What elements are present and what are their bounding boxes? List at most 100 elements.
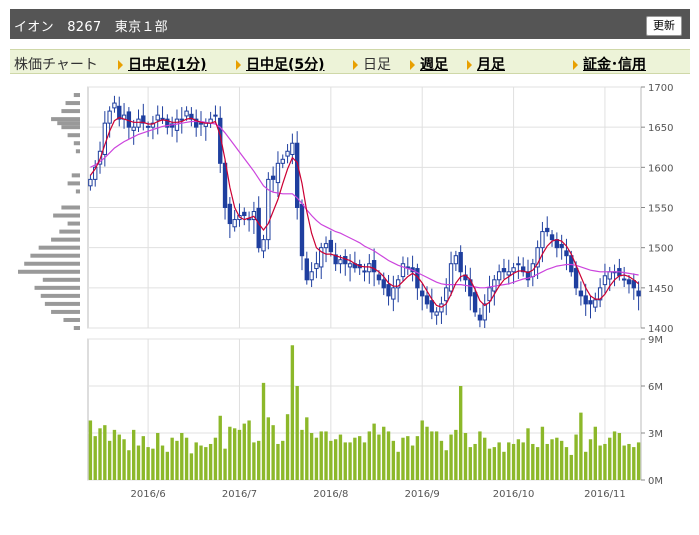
- candle-body: [362, 270, 367, 273]
- volume-profile-bar: [51, 237, 80, 242]
- volume-bar: [156, 433, 160, 480]
- candle-body: [511, 267, 516, 273]
- page-title: イオン 8267 東京１部: [14, 20, 168, 35]
- volume-bar: [88, 420, 93, 480]
- volume-bar: [627, 443, 631, 480]
- candle-body: [540, 231, 545, 249]
- volume-profile-bar: [67, 133, 80, 138]
- date-tick-label: 2016/8: [313, 489, 348, 500]
- volume-bar: [184, 437, 189, 480]
- menu-margin[interactable]: 証金･信用: [573, 54, 646, 74]
- volume-bar: [208, 443, 213, 480]
- volume-bar: [261, 382, 266, 480]
- volume-bar: [396, 451, 400, 480]
- menu-intraday-5min[interactable]: 日中足(5分): [236, 54, 325, 74]
- candle-body: [275, 162, 281, 184]
- volume-bar: [228, 426, 232, 480]
- volume-profile-bar: [67, 181, 80, 186]
- volume-bar: [574, 434, 578, 480]
- candle-body: [251, 211, 257, 221]
- volume-profile-bar: [73, 93, 80, 98]
- volume-bar: [285, 414, 290, 480]
- volume-bar: [473, 443, 477, 480]
- candle-body: [516, 263, 521, 266]
- price-tick-label: 1700: [648, 83, 673, 94]
- volume-bar: [141, 436, 145, 480]
- candle-body: [285, 150, 290, 157]
- candle-body: [338, 259, 343, 265]
- candle-body: [314, 263, 319, 270]
- candle-body: [165, 118, 170, 128]
- volume-bar: [406, 436, 410, 480]
- volume-profile-bar: [51, 309, 80, 314]
- volume-bar: [319, 431, 323, 480]
- volume-bar: [608, 437, 612, 480]
- volume-profile-bar: [65, 101, 80, 106]
- price-tick-label: 1400: [648, 324, 673, 335]
- candle-body: [376, 274, 382, 281]
- volume-bar: [507, 442, 511, 480]
- candle-body: [155, 114, 160, 121]
- volume-axis: 0M 3M 6M 9M: [641, 335, 663, 487]
- volume-bar: [535, 447, 540, 480]
- candle-body: [573, 268, 579, 289]
- candle-body: [232, 219, 237, 228]
- candle-body: [458, 251, 463, 273]
- volume-bar: [257, 440, 261, 480]
- candle-body: [597, 287, 603, 301]
- volume-profile-bar: [24, 261, 80, 266]
- menu-intraday-1min[interactable]: 日中足(1分): [118, 54, 207, 74]
- volume-bar: [329, 440, 333, 480]
- menu-weekly[interactable]: 週足: [410, 54, 448, 74]
- volume-bar: [478, 431, 482, 480]
- volume-profile-bar: [63, 317, 80, 322]
- candle-body: [347, 263, 353, 268]
- volume-profile-bar: [59, 229, 80, 234]
- volume-bar: [603, 443, 607, 480]
- volume-profile-bar: [61, 109, 80, 114]
- candle-body: [448, 263, 454, 292]
- volume-profile-bar: [44, 301, 80, 306]
- candle-body: [424, 295, 430, 305]
- candle-body: [280, 158, 285, 164]
- volume-bar: [584, 451, 588, 480]
- title-bar: イオン 8267 東京１部 更新: [10, 9, 690, 39]
- date-tick-label: 2016/7: [222, 489, 257, 500]
- volume-bar: [458, 386, 463, 480]
- volume-bar: [170, 437, 174, 480]
- candle-body: [472, 292, 478, 313]
- volume-bar: [483, 437, 487, 480]
- volume-bar: [612, 431, 617, 480]
- orange-arrow-icon: [236, 60, 241, 70]
- volume-bar: [550, 439, 554, 480]
- candle-body: [242, 211, 247, 217]
- volume-bar: [194, 442, 198, 480]
- candle-body: [141, 115, 146, 124]
- price-tick-label: 1650: [648, 123, 673, 134]
- candle-body: [593, 299, 598, 308]
- orange-arrow-icon: [410, 60, 415, 70]
- candle-body: [453, 255, 459, 265]
- ma-long-line: [90, 120, 639, 289]
- volume-bar: [290, 345, 295, 480]
- volume-tick-label: 3M: [648, 429, 663, 440]
- menu-monthly[interactable]: 月足: [467, 54, 505, 74]
- orange-arrow-icon: [573, 60, 578, 70]
- volume-bar: [564, 447, 569, 480]
- date-tick-label: 2016/10: [493, 489, 535, 500]
- candle-body: [545, 227, 550, 233]
- candle-body: [588, 300, 593, 305]
- price-tick-label: 1550: [648, 204, 673, 215]
- volume-profile-bar: [34, 285, 80, 290]
- refresh-button[interactable]: 更新: [646, 16, 682, 36]
- price-axis: 1700 1650 1600 1550 1500 1450 1400: [641, 83, 673, 335]
- volume-bar: [598, 445, 602, 480]
- volume-bar: [569, 454, 573, 480]
- volume-tick-label: 6M: [648, 382, 663, 393]
- volume-bar: [526, 428, 530, 480]
- volume-profile-bar: [53, 213, 80, 218]
- volume-bar: [348, 442, 352, 480]
- volume-bar: [622, 445, 626, 480]
- candle-body: [578, 290, 584, 297]
- volume-bar: [117, 434, 121, 480]
